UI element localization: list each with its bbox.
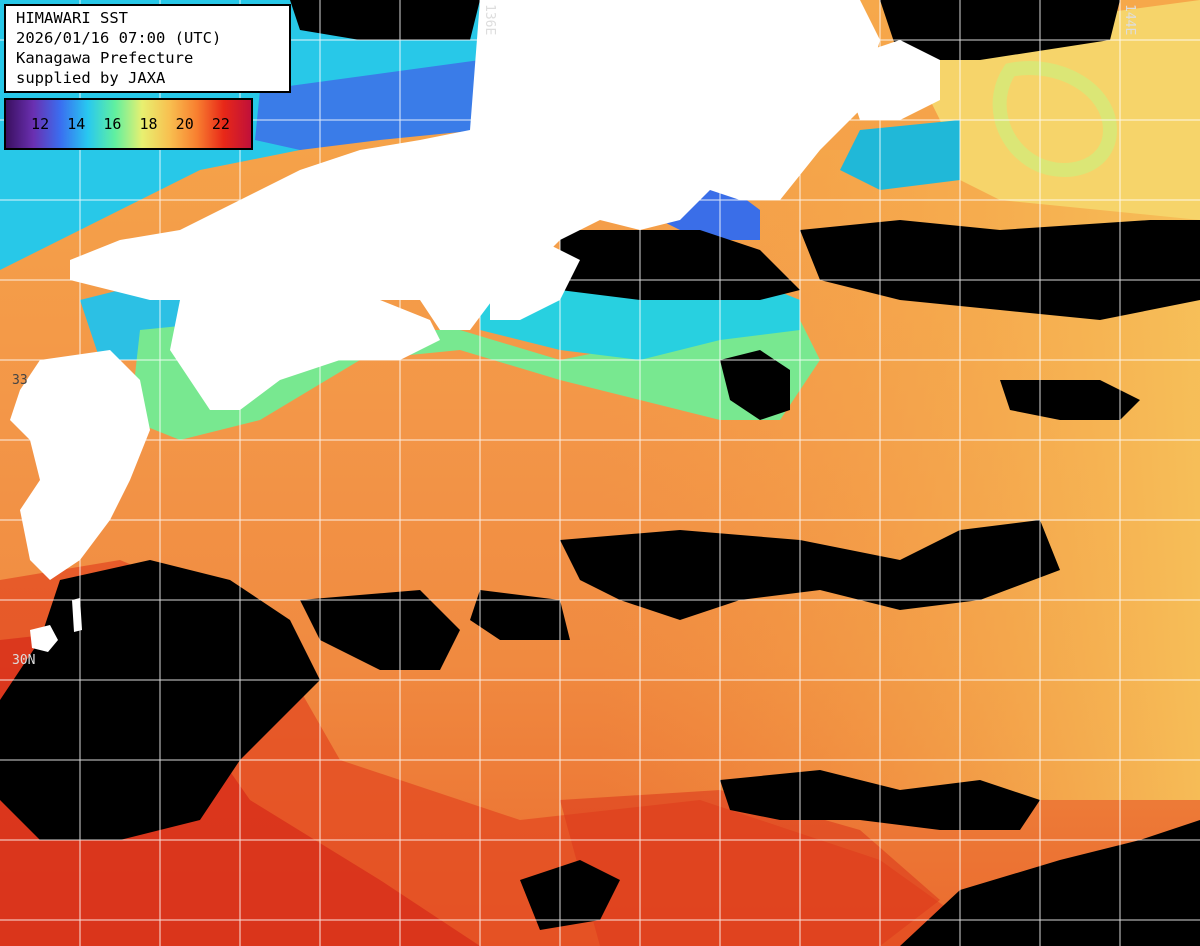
nodata-north bbox=[560, 230, 800, 300]
lat-label-30n: 30N bbox=[12, 653, 36, 668]
nodata-central-band-1 bbox=[300, 590, 460, 670]
legend-label-14: 14 bbox=[67, 115, 86, 133]
legend-label-12: 12 bbox=[31, 115, 50, 133]
temperature-legend: 12 14 16 18 20 22 bbox=[4, 98, 253, 150]
nodata-central-band-2 bbox=[470, 590, 570, 640]
nodata-south-patch bbox=[520, 860, 620, 930]
nodata-nw-corner bbox=[290, 0, 480, 40]
sea-sagami-cyan bbox=[840, 120, 960, 190]
lat-label-33: 33 bbox=[12, 373, 28, 388]
nodata-east-patches bbox=[1000, 380, 1140, 420]
sea-sea-of-japan-blue bbox=[255, 60, 480, 150]
land-honshu bbox=[70, 0, 880, 350]
legend-label-18: 18 bbox=[139, 115, 158, 133]
land-island-sw bbox=[30, 625, 58, 652]
legend-label-20: 20 bbox=[175, 115, 194, 133]
info-box: HIMAWARI SST 2026/01/16 07:00 (UTC) Kana… bbox=[4, 4, 291, 93]
nodata-ne-corner bbox=[880, 0, 1120, 60]
nodata-east-band bbox=[800, 220, 1200, 320]
sea-south-center-hot bbox=[560, 790, 940, 946]
legend-label-22: 22 bbox=[211, 115, 230, 133]
nodata-southeast bbox=[900, 820, 1200, 946]
nodata-central-band-3 bbox=[560, 520, 1060, 620]
land-shikoku bbox=[170, 290, 440, 410]
legend-label-16: 16 bbox=[103, 115, 122, 133]
info-title: HIMAWARI SST bbox=[16, 9, 128, 27]
land-boso bbox=[840, 40, 940, 120]
info-datetime: 2026/01/16 07:00 (UTC) bbox=[16, 29, 222, 47]
info-region: Kanagawa Prefecture bbox=[16, 49, 194, 67]
sea-northeast-green bbox=[992, 61, 1118, 177]
lon-label-136e: 136E bbox=[482, 4, 497, 36]
nodata-izu-bay bbox=[720, 350, 790, 420]
lon-label-144e: 144E bbox=[1122, 4, 1137, 36]
info-supplier: supplied by JAXA bbox=[16, 69, 166, 87]
